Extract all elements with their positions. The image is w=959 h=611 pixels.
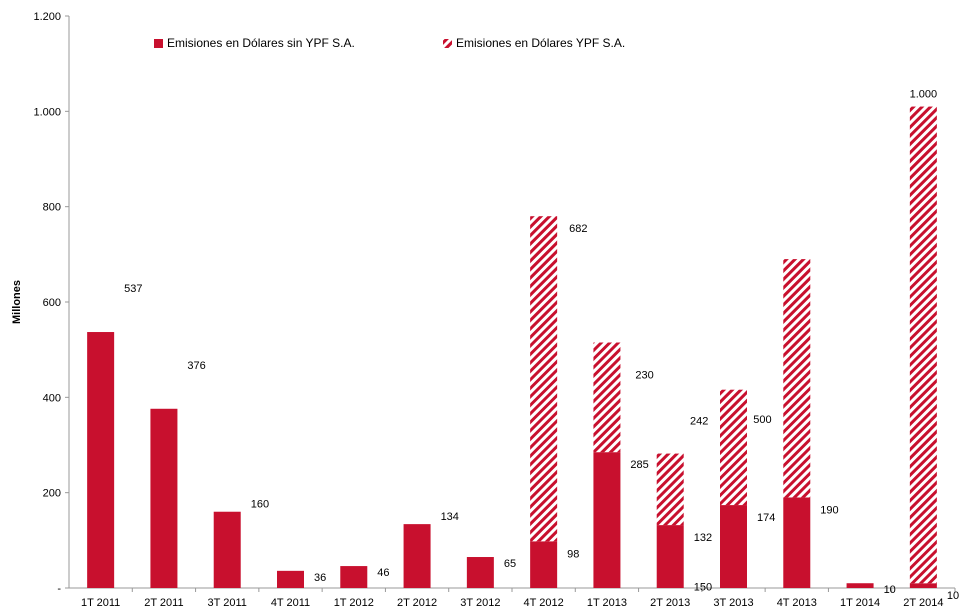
y-tick-label: - [57, 583, 61, 595]
bar-sin-ypf [530, 541, 558, 588]
x-tick-label: 1T 2013 [587, 597, 627, 609]
bar-sin-ypf [846, 583, 874, 588]
data-label-ypf: 150 [694, 582, 712, 594]
data-label-sin-ypf: 132 [694, 532, 712, 544]
bar-sin-ypf [87, 332, 115, 588]
x-tick-label: 2T 2014 [903, 597, 943, 609]
data-label-sin-ypf: 10 [947, 590, 959, 602]
data-label-sin-ypf: 160 [251, 499, 269, 511]
x-tick-label: 4T 2013 [777, 597, 817, 609]
data-label-ypf: 1.000 [910, 89, 938, 101]
x-tick-label: 3T 2012 [460, 597, 500, 609]
legend-label-ypf: Emisiones en Dólares YPF S.A. [456, 36, 625, 50]
y-tick-label: 1.000 [33, 106, 61, 118]
data-label-ypf: 230 [635, 370, 653, 382]
bar-ypf [909, 106, 937, 584]
x-tick-label: 1T 2012 [334, 597, 374, 609]
bar-ypf [656, 453, 684, 526]
y-tick-label: 400 [43, 392, 61, 404]
x-tick-label: 2T 2013 [650, 597, 690, 609]
bar-sin-ypf [909, 583, 937, 588]
data-label-sin-ypf: 46 [377, 567, 389, 579]
legend: Emisiones en Dólares sin YPF S.A. Emision… [154, 36, 625, 50]
y-tick-label: 1.200 [33, 11, 61, 23]
bar-sin-ypf [403, 524, 431, 588]
x-tick-label: 3T 2013 [713, 597, 753, 609]
legend-swatch-sin-ypf [154, 39, 163, 48]
bar-ypf [530, 216, 558, 542]
data-label-sin-ypf: 65 [504, 558, 516, 570]
bar-sin-ypf [593, 452, 621, 588]
x-tick-label: 4T 2012 [524, 597, 564, 609]
bar-sin-ypf [277, 570, 304, 588]
bar-sin-ypf [340, 566, 368, 588]
bar-sin-ypf [213, 511, 241, 588]
bar-ypf [720, 389, 747, 506]
x-tick-label: 1T 2011 [81, 597, 120, 609]
data-label-sin-ypf: 98 [567, 548, 579, 560]
y-tick-label: 800 [43, 202, 61, 214]
x-tick-label: 2T 2011 [144, 597, 183, 609]
data-label-sin-ypf: 134 [441, 511, 459, 523]
data-label-sin-ypf: 190 [820, 504, 838, 516]
bar-sin-ypf [783, 497, 811, 588]
x-tick-label: 1T 2014 [840, 597, 880, 609]
x-tick-label: 4T 2011 [271, 597, 310, 609]
data-label-sin-ypf: 537 [124, 283, 142, 295]
y-tick-label: 200 [43, 488, 61, 500]
y-axis-title: Millones [11, 280, 23, 324]
data-label-sin-ypf: 376 [187, 360, 205, 372]
legend-label-sin-ypf: Emisiones en Dólares sin YPF S.A. [167, 36, 355, 50]
x-tick-label: 3T 2011 [208, 597, 247, 609]
x-tick-label: 2T 2012 [397, 597, 437, 609]
y-tick-label: 600 [43, 297, 61, 309]
bar-sin-ypf [720, 505, 747, 588]
legend-swatch-ypf [443, 39, 452, 48]
bar-ypf [593, 342, 621, 453]
data-label-sin-ypf: 10 [884, 584, 896, 596]
bar-sin-ypf [466, 557, 494, 588]
data-label-ypf: 500 [753, 414, 771, 426]
data-label-ypf: 682 [569, 223, 587, 235]
bar-ypf [783, 259, 811, 498]
bar-sin-ypf [150, 408, 178, 588]
bar-sin-ypf [656, 525, 684, 588]
data-label-ypf: 242 [690, 416, 708, 428]
data-label-sin-ypf: 285 [630, 459, 648, 471]
data-label-sin-ypf: 174 [757, 512, 775, 524]
data-label-sin-ypf: 36 [314, 572, 326, 584]
